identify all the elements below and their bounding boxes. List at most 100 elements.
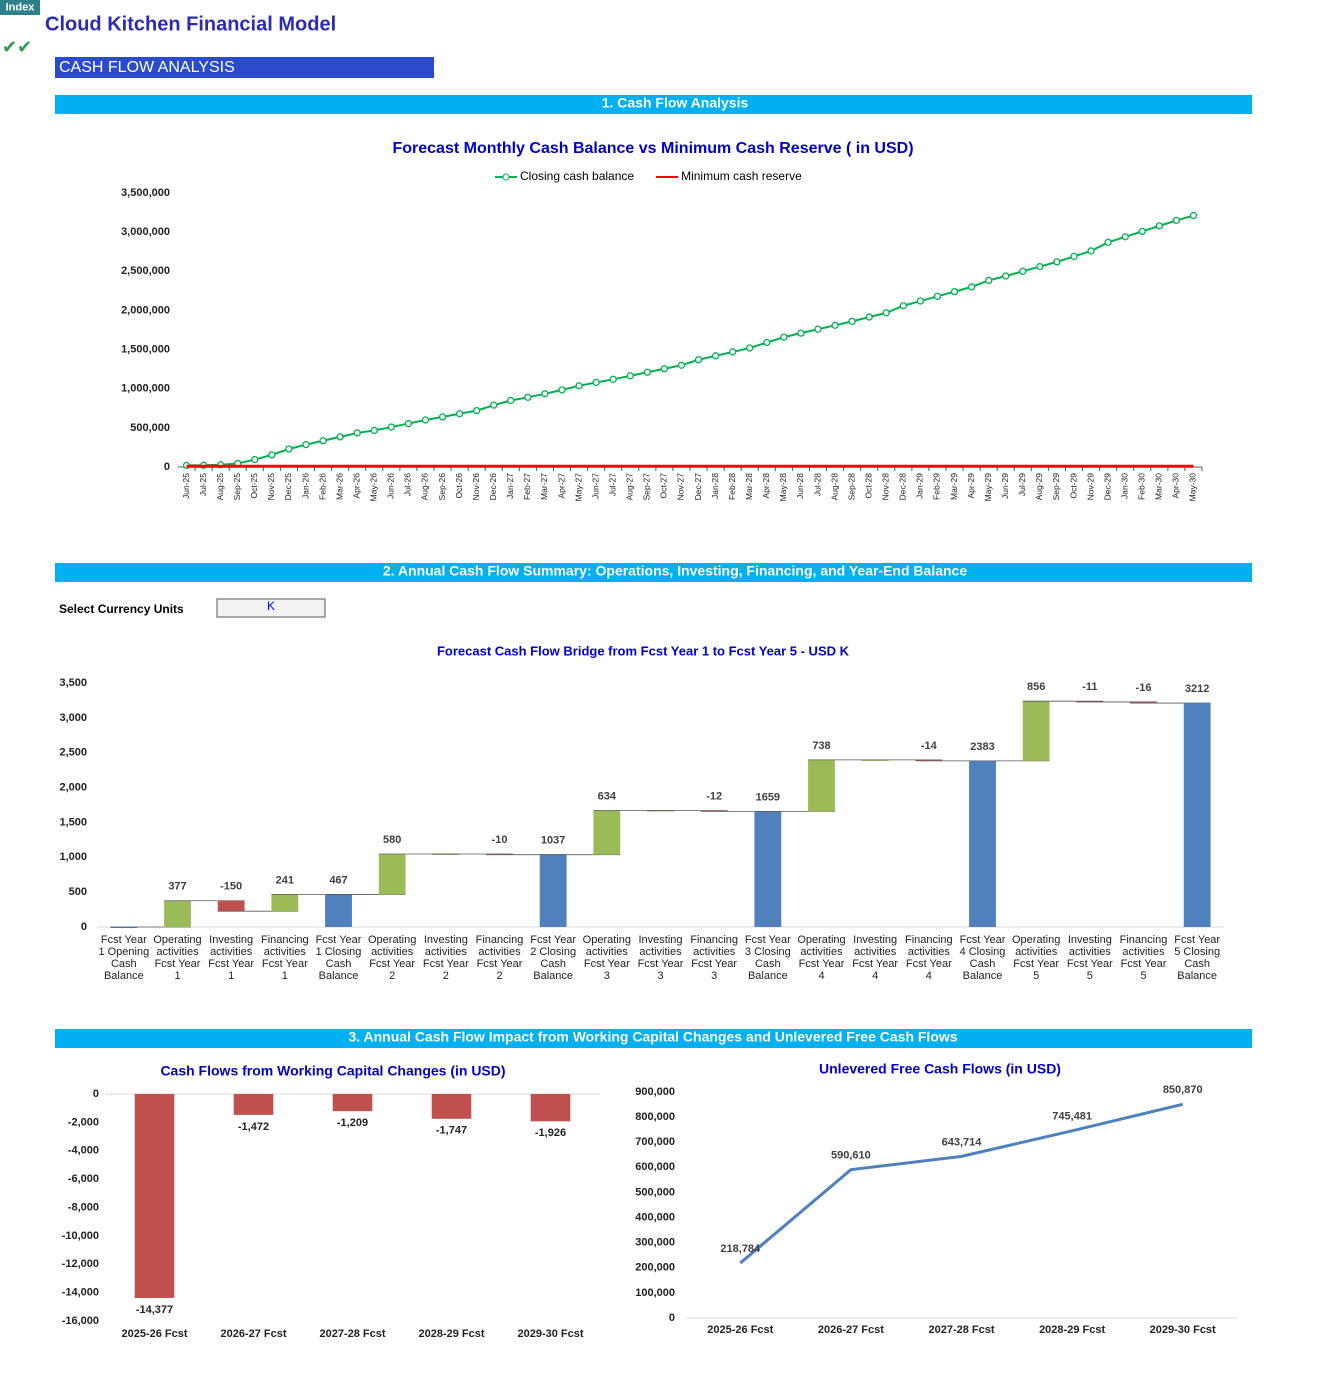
y-tick-label: 2,500,000 [121,265,170,277]
x-tick-label: Fcst Year 5 Closing Cash Balance [1174,934,1220,982]
x-tick-label: May-29 [983,473,993,502]
data-point [1155,222,1163,230]
x-tick-label: Jun-26 [386,473,396,499]
data-label: 467 [329,874,347,886]
legend-marker [502,173,510,181]
data-label: -14,377 [136,1304,173,1316]
section-heading-bar [55,1029,1252,1048]
bar [1130,701,1157,704]
y-tick-label: 0 [669,1312,675,1324]
x-tick-label: 2028-29 Fcst [418,1328,484,1340]
data-point [1138,227,1146,236]
y-tick-label: -8,000 [68,1201,99,1213]
bar [332,1094,373,1112]
x-tick-label: Dec-29 [1102,473,1112,501]
x-tick-label: May-28 [778,473,788,502]
section-heading: 1. Cash Flow Analysis [602,95,749,111]
y-tick-label: 200,000 [635,1262,675,1274]
x-tick-label: Jun-25 [181,473,191,499]
x-tick-label: Apr-30 [1171,473,1181,499]
data-point [1070,252,1078,261]
x-tick-label: Jun-28 [795,473,805,499]
data-label: -1,926 [535,1127,566,1139]
x-tick-label: Operating activities Fcst Year 2 [368,934,416,982]
data-point [950,287,959,296]
x-tick-label: Jan-29 [915,473,925,499]
x-tick-label: Nov-26 [471,473,481,501]
y-tick-label: -16,000 [62,1315,99,1327]
x-tick-label: Operating activities Fcst Year 5 [1012,934,1060,982]
x-tick-label: Dec-25 [283,473,293,501]
currency-input[interactable] [216,598,326,618]
data-point [353,429,361,437]
x-tick-label: Oct-28 [863,473,873,499]
x-tick-label: 2028-29 Fcst [1039,1324,1105,1336]
data-point [1121,233,1129,241]
x-tick-label: Investing activities Fcst Year 4 [852,934,898,982]
data-label: -11 [1082,681,1097,693]
x-tick-label: May-30 [1188,473,1198,502]
data-point [729,348,737,356]
y-tick-label: 2,500 [59,747,87,759]
data-label: 643,714 [942,1136,983,1148]
data-point [848,317,856,326]
section-banner [55,57,434,78]
data-point [797,329,805,337]
x-tick-label: Mar-29 [949,473,959,500]
data-line [186,214,1194,467]
bar [915,759,943,761]
section-heading: 3. Annual Cash Flow Impact from Working … [348,1029,957,1045]
x-tick-label: Feb-30 [1137,473,1147,500]
chart-title: Unlevered Free Cash Flows (in USD) [819,1061,1061,1077]
index-tag[interactable] [0,0,40,15]
data-label: 377 [168,881,186,893]
data-point [643,368,651,376]
data-label: -1,472 [238,1121,269,1133]
bar [431,1094,472,1119]
x-tick-label: Jan-30 [1119,473,1129,499]
section-banner-text: CASH FLOW ANALYSIS [59,59,235,76]
x-tick-label: Aug-26 [420,473,430,501]
x-tick-label: Operating activities Fcst Year 4 [797,934,845,982]
x-tick-label: 2029-30 Fcst [517,1328,583,1340]
data-label: 3212 [1185,683,1209,695]
x-tick-label: Investing activities Fcst Year 3 [638,934,684,982]
x-tick-label: Financing activities Fcst Year 5 [1120,934,1168,982]
x-tick-label: Investing activities Fcst Year 2 [423,934,469,982]
currency-value[interactable]: K [267,599,275,613]
x-tick-label: Jan-28 [710,473,720,499]
data-label: -10 [492,834,508,846]
data-point [473,406,481,415]
data-point [387,423,395,431]
x-tick-label: Financing activities Fcst Year 3 [690,934,738,982]
legend-label: Closing cash balance [520,169,634,183]
data-point [1053,258,1061,266]
x-tick-label: Oct-26 [454,473,464,499]
data-point [370,426,378,435]
x-tick-label: Feb-28 [727,473,737,500]
x-tick-label: May-27 [573,473,583,502]
data-point [626,372,634,380]
x-tick-label: Investing activities Fcst Year 1 [208,934,254,982]
data-label: 634 [598,790,617,802]
x-tick-label: Apr-28 [761,473,771,499]
x-tick-label: Aug-25 [215,473,225,501]
x-tick-label: Mar-27 [539,473,549,500]
x-tick-label: Dec-26 [488,473,498,501]
x-tick-label: Operating activities Fcst Year 3 [583,934,631,982]
data-point [541,390,549,398]
x-tick-label: Fcst Year 1 Closing Cash Balance [316,934,362,982]
x-tick-label: Feb-26 [317,473,327,500]
index-tag-text[interactable]: Index [6,1,36,13]
section-heading-bar [55,563,1252,582]
x-tick-label: Jan-27 [505,473,515,499]
x-tick-label: Jul-26 [403,473,413,496]
data-label: 218,784 [720,1243,761,1255]
chart-title: Cash Flows from Working Capital Changes … [160,1063,505,1079]
y-tick-label: 3,000,000 [121,226,170,238]
data-point [660,365,669,373]
y-tick-label: -14,000 [62,1287,99,1299]
data-point [302,441,310,449]
